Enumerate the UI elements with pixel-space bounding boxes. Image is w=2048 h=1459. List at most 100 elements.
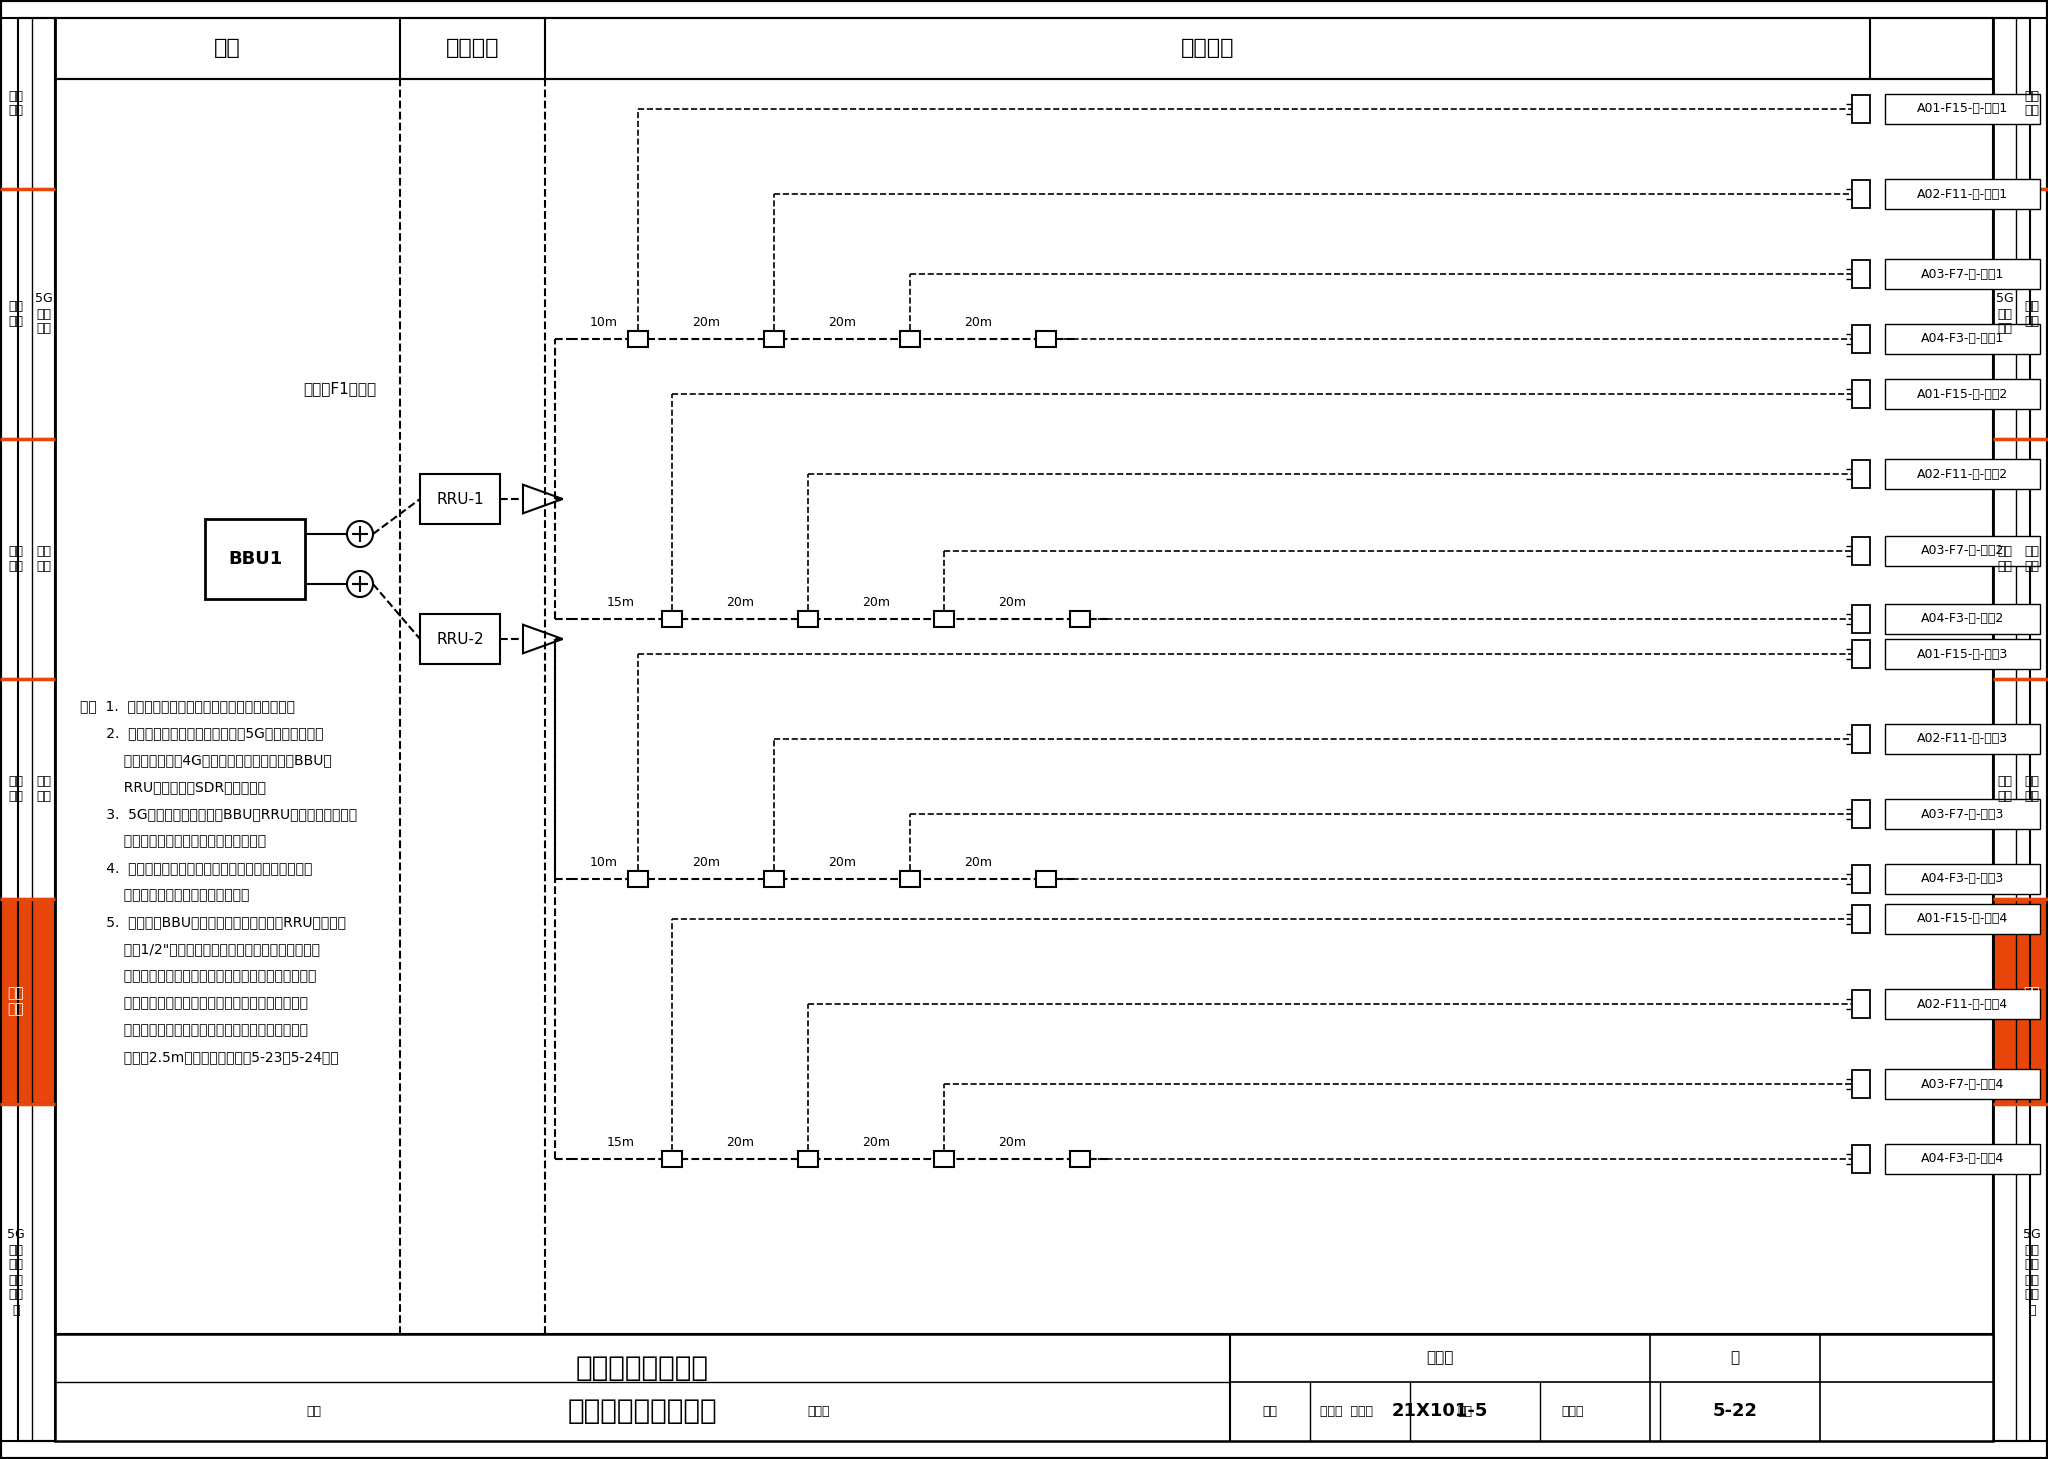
Bar (1851, 1069, 1870, 1099)
Bar (1993, 899, 2048, 1104)
Bar (934, 611, 954, 627)
Bar (1851, 1145, 1870, 1173)
Bar (420, 614, 500, 664)
Text: 5-22: 5-22 (1712, 1402, 1757, 1420)
Text: 合器等）和天线（全向吸顶天线和定向板状天线），: 合器等）和天线（全向吸顶天线和定向板状天线）， (80, 969, 315, 983)
Bar (1069, 1151, 1090, 1167)
Bar (55, 1334, 1993, 1441)
Text: 2.  本方案为某单一电信业务经营者5G网络室内分布式: 2. 本方案为某单一电信业务经营者5G网络室内分布式 (80, 727, 324, 740)
Text: 3.  5G网络室内覆盖系统由BBU、RRU、无源器件（耦合: 3. 5G网络室内覆盖系统由BBU、RRU、无源器件（耦合 (80, 807, 356, 821)
Text: A02-F11-甲-电梯1: A02-F11-甲-电梯1 (1917, 188, 2007, 200)
Text: 20m: 20m (862, 1137, 891, 1150)
Text: 15m: 15m (606, 597, 635, 610)
Bar (1884, 905, 2040, 934)
Bar (55, 18, 1993, 79)
Bar (1884, 864, 2040, 894)
Text: 应低于2.5m。具体详见本图集5-23、5-24页。: 应低于2.5m。具体详见本图集5-23、5-24页。 (80, 1050, 338, 1064)
Text: 图集号: 图集号 (1425, 1350, 1454, 1366)
Text: RRU-2: RRU-2 (436, 632, 483, 646)
Text: A04-F3-乙-电梯4: A04-F3-乙-电梯4 (1921, 1153, 2005, 1166)
Text: 通过1/2"射频同轴电缆连接无源器件（功分器、耦: 通过1/2"射频同轴电缆连接无源器件（功分器、耦 (80, 943, 319, 956)
Text: A02-F11-乙-电梯3: A02-F11-乙-电梯3 (1917, 732, 2007, 746)
Text: 符术
号语: 符术 号语 (2025, 89, 2040, 118)
Text: 20m: 20m (827, 856, 856, 870)
Bar (0, 899, 55, 1104)
Text: 20m: 20m (997, 1137, 1026, 1150)
Text: A02-F11-甲-电梯2: A02-F11-甲-电梯2 (1917, 467, 2007, 480)
Bar (1069, 611, 1090, 627)
Text: 王衍矫  王筠峰: 王衍矫 王筠峰 (1321, 1405, 1374, 1418)
Text: 建筑
配套: 建筑 配套 (1997, 546, 2011, 573)
Text: A01-F15-乙-电梯4: A01-F15-乙-电梯4 (1917, 912, 2009, 925)
Bar (1851, 725, 1870, 753)
Text: RRU-1: RRU-1 (436, 492, 483, 506)
Text: 住宅建筑电梯井道: 住宅建筑电梯井道 (575, 1354, 709, 1382)
Text: 建筑
配套: 建筑 配套 (1997, 775, 2011, 802)
Text: A01-F15-甲-电梯1: A01-F15-甲-电梯1 (1917, 102, 2009, 115)
Text: A02-F11-乙-电梯4: A02-F11-乙-电梯4 (1917, 998, 2007, 1011)
Bar (934, 1151, 954, 1167)
Bar (1884, 1144, 2040, 1174)
Text: 甲单元F1弱电间: 甲单元F1弱电间 (303, 381, 377, 397)
Bar (1884, 93, 2040, 124)
Text: 曾绿霞: 曾绿霞 (1561, 1405, 1583, 1418)
Bar (1884, 800, 2040, 829)
Text: A04-F3-甲-电梯1: A04-F3-甲-电梯1 (1921, 333, 2005, 346)
Text: 5G
边网
缘络
计多
算接
入: 5G 边网 缘络 计多 算接 入 (2023, 1228, 2042, 1316)
Text: A01-F15-乙-电梯3: A01-F15-乙-电梯3 (1917, 648, 2009, 661)
Bar (1884, 535, 2040, 566)
Bar (799, 611, 817, 627)
Bar (1851, 460, 1870, 487)
Text: 电梯机房: 电梯机房 (446, 38, 500, 58)
Text: 系统
设计: 系统 设计 (2025, 301, 2040, 328)
Text: 20m: 20m (965, 856, 991, 870)
Text: 宅建筑室内数字化覆盖系统共用。: 宅建筑室内数字化覆盖系统共用。 (80, 889, 250, 902)
Bar (764, 871, 784, 887)
Text: 5G
网络
覆盖: 5G 网络 覆盖 (1995, 292, 2013, 336)
Bar (1851, 865, 1870, 893)
Bar (764, 331, 784, 347)
Text: 20m: 20m (997, 597, 1026, 610)
Bar (420, 474, 500, 524)
Text: A03-F7-甲-电梯1: A03-F7-甲-电梯1 (1921, 267, 2005, 280)
Bar (1884, 989, 2040, 1018)
Bar (55, 79, 1993, 1334)
Text: 15m: 15m (606, 1137, 635, 1150)
Bar (1884, 179, 2040, 209)
Bar (1851, 95, 1870, 123)
Bar (1851, 260, 1870, 287)
Text: 示工
例程: 示工 例程 (8, 986, 25, 1017)
Text: 20m: 20m (692, 317, 721, 330)
Text: 建筑
配套: 建筑 配套 (37, 775, 51, 802)
Bar (1884, 324, 2040, 355)
Text: 缆沿槽盒进行布放，并明装于吊顶下且距地安装不: 缆沿槽盒进行布放，并明装于吊顶下且距地安装不 (80, 1023, 307, 1037)
Text: 20m: 20m (692, 856, 721, 870)
Bar (1884, 260, 2040, 289)
Bar (1851, 379, 1870, 409)
Bar (1851, 325, 1870, 353)
Text: 校对: 校对 (1262, 1405, 1278, 1418)
Text: 设施
施工: 设施 施工 (8, 775, 23, 802)
Bar (1036, 331, 1057, 347)
Text: BBU1: BBU1 (227, 550, 283, 568)
Text: RRU设备或使用SDR多模设备。: RRU设备或使用SDR多模设备。 (80, 781, 266, 794)
Text: 将信号均匀分布在室内覆盖区域内。天线之间的线: 将信号均匀分布在室内覆盖区域内。天线之间的线 (80, 996, 307, 1010)
Bar (629, 331, 647, 347)
Bar (1851, 905, 1870, 932)
Text: 10m: 10m (590, 856, 618, 870)
Bar (1884, 379, 2040, 409)
Bar (1851, 179, 1870, 209)
Text: 20m: 20m (725, 1137, 754, 1150)
Text: 室内分布式天线系统: 室内分布式天线系统 (567, 1398, 717, 1425)
Text: 设施
设计: 设施 设计 (2025, 546, 2040, 573)
Bar (1884, 724, 2040, 754)
Bar (205, 519, 305, 600)
Text: A04-F3-甲-电梯2: A04-F3-甲-电梯2 (1921, 613, 2005, 626)
Bar (629, 871, 647, 887)
Text: 注：  1.  本方案是住宅建筑分布式天线系统覆盖设计。: 注： 1. 本方案是住宅建筑分布式天线系统覆盖设计。 (80, 699, 295, 713)
Bar (1036, 871, 1057, 887)
Bar (1851, 641, 1870, 668)
Text: 示工
例程: 示工 例程 (2023, 986, 2040, 1017)
Text: A03-F7-乙-电梯3: A03-F7-乙-电梯3 (1921, 807, 2005, 820)
Text: 10m: 10m (590, 317, 618, 330)
